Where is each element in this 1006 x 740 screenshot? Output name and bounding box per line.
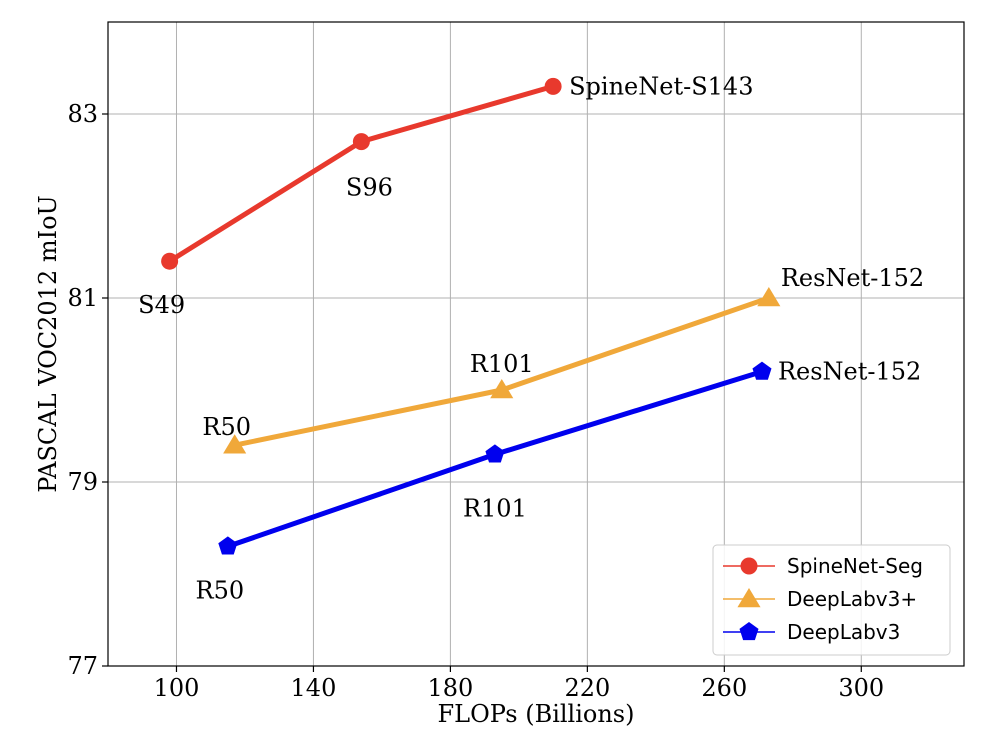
data-point [752,361,772,380]
axis-ticks: 100 140 180 220 260 300 77 79 81 83 [67,100,884,702]
series-deeplabv3- [223,287,781,454]
legend-item: DeepLabv3+ [723,587,917,611]
point-label: R50 [196,576,245,604]
series-deeplabv3 [218,361,772,555]
x-tick-label: 300 [838,674,884,702]
y-tick-label: 79 [67,468,98,496]
x-tick-label: 140 [291,674,337,702]
point-label: ResNet-152 [781,264,924,292]
legend-marker [739,622,759,641]
legend-label: SpineNet-Seg [787,554,923,578]
legend-item: SpineNet-Seg [723,554,923,578]
x-tick-label: 220 [564,674,610,702]
x-tick-label: 260 [701,674,747,702]
data-point [757,287,781,307]
point-labels: S49 S96 SpineNet-S143 R50 R101 ResNet-152 R50 R… [138,72,924,604]
x-tick-label: 100 [154,674,200,702]
data-point [223,434,247,454]
point-label: S49 [138,291,185,319]
plot-frame [107,21,965,667]
point-label: R101 [463,494,527,522]
point-label: S96 [346,174,393,202]
series-layer [161,77,781,555]
y-tick-label: 83 [67,100,98,128]
legend-marker [740,557,758,575]
legend: SpineNet-Seg DeepLabv3+ DeepLabv3 [712,544,951,656]
data-point [544,77,562,95]
data-point [218,536,238,555]
x-tick-label: 180 [427,674,473,702]
legend-item: DeepLabv3 [723,620,900,644]
x-axis-label: FLOPs (Billions) [437,700,634,728]
point-label: R101 [470,350,534,378]
point-label: SpineNet-S143 [569,72,753,100]
series-spinenet-seg [161,77,562,270]
data-point [161,252,179,270]
legend-label: DeepLabv3 [787,620,900,644]
legend-label: DeepLabv3+ [787,587,917,611]
data-point [352,133,370,151]
y-tick-label: 77 [67,652,98,680]
y-axis-label: PASCAL VOC2012 mIoU [34,195,62,493]
data-point [485,444,505,463]
data-point [490,379,514,399]
y-tick-label: 81 [67,284,98,312]
point-label: R50 [202,413,251,441]
point-label: ResNet-152 [778,358,921,386]
legend-frame [712,544,951,656]
legend-marker [737,588,761,608]
